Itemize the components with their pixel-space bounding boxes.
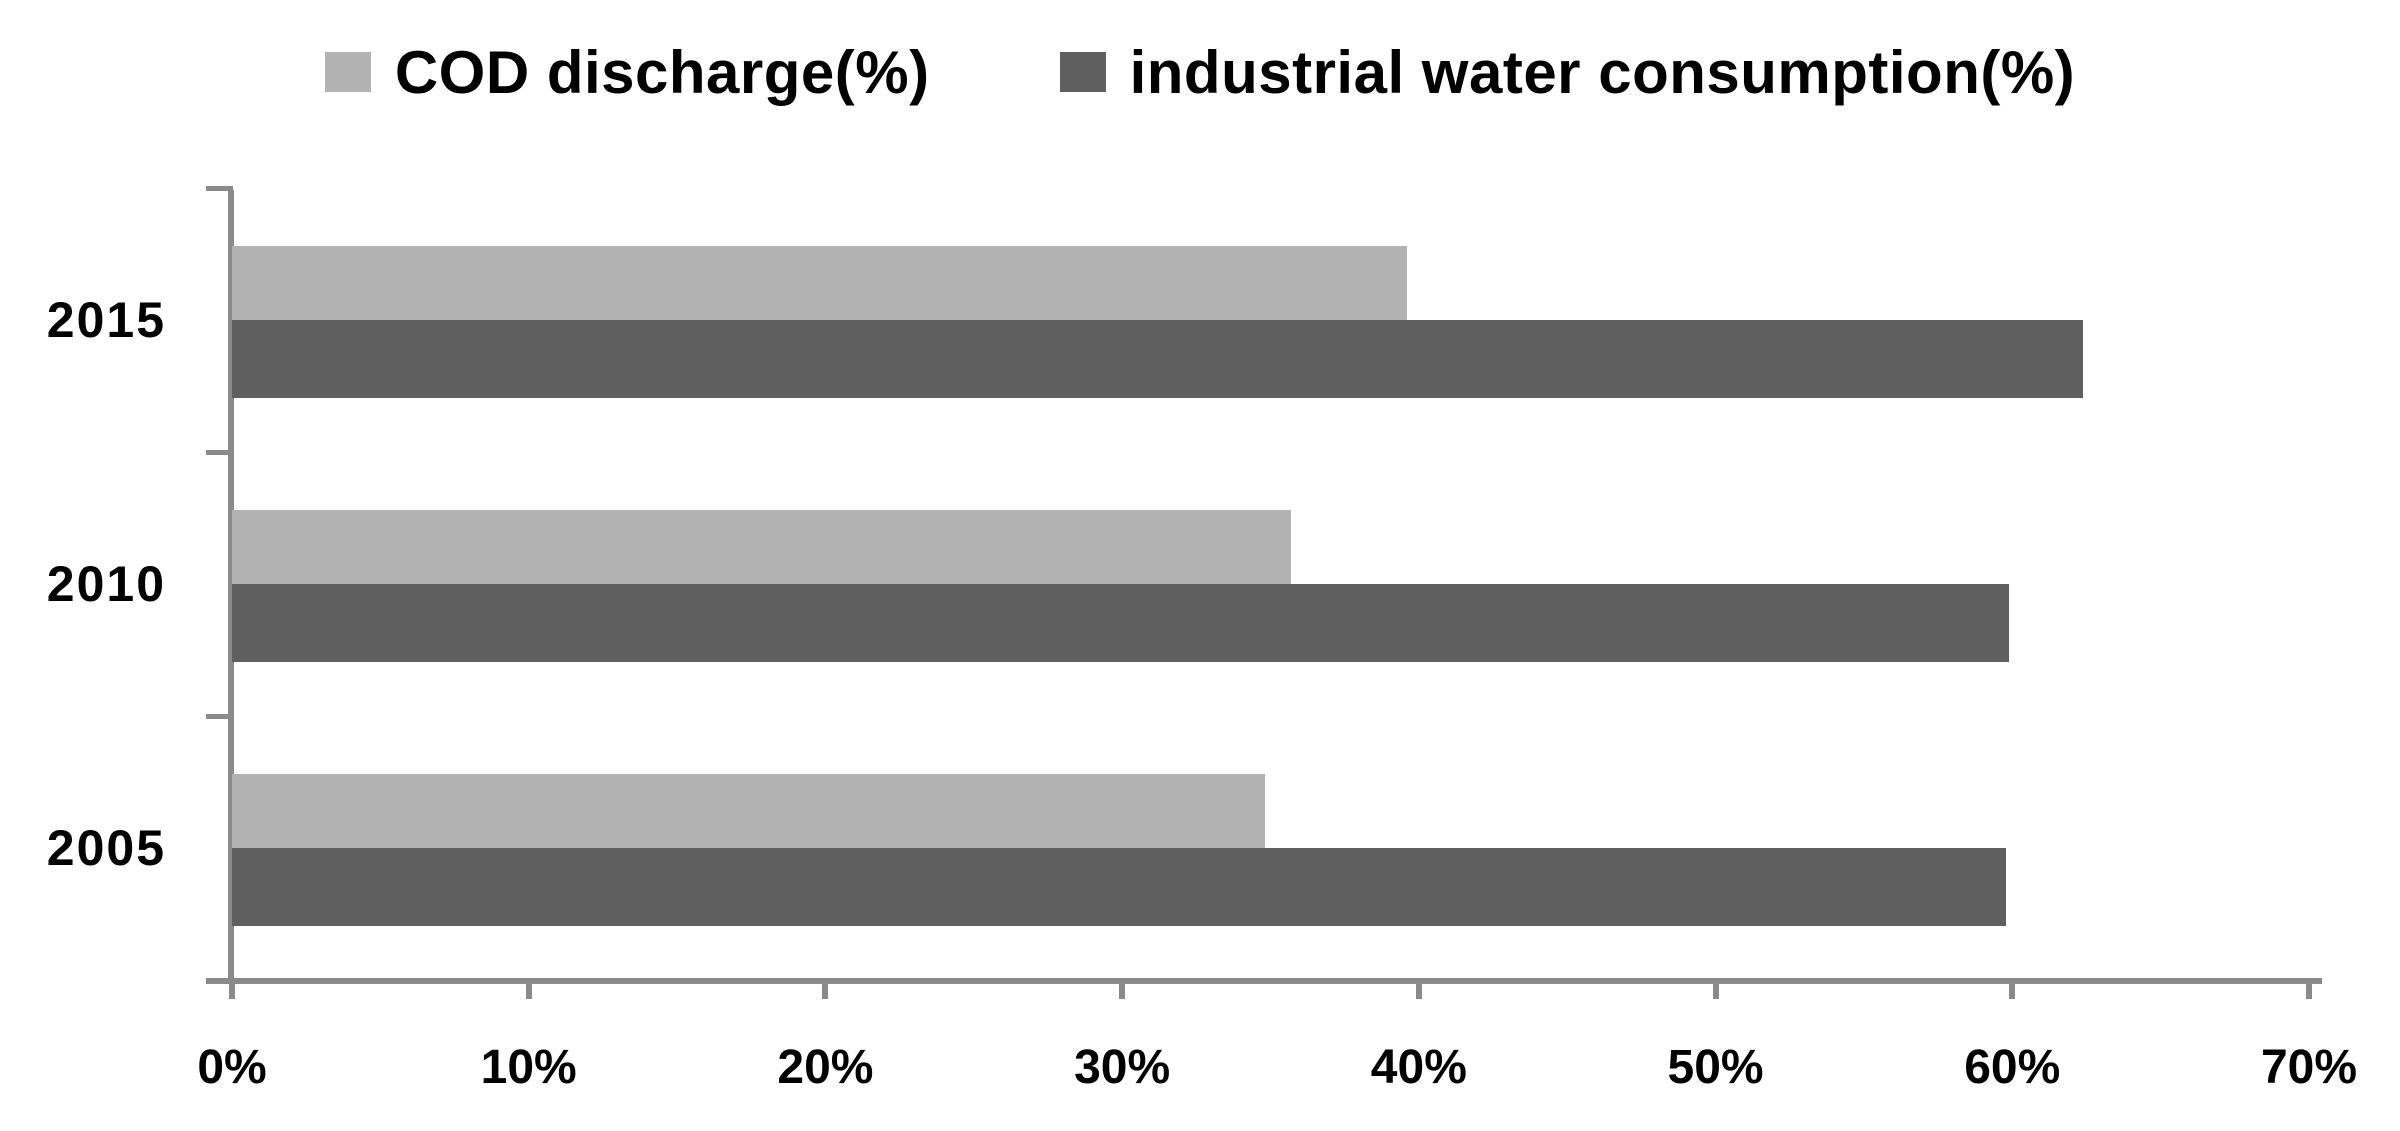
legend: COD discharge(%) industrial water consum…: [0, 26, 2400, 118]
x-axis-tick-label: 20%: [777, 1041, 874, 1094]
bar-industrial-2015: [232, 320, 2083, 398]
y-axis-category-label: 2005: [46, 820, 166, 876]
legend-item-industrial: industrial water consumption(%): [1059, 38, 2076, 107]
y-axis-line: [228, 190, 234, 984]
bar-cod-2015: [232, 246, 1407, 320]
x-axis-tick: [1712, 984, 1719, 999]
x-axis-tick: [2009, 984, 2016, 999]
y-axis-tick: [206, 714, 233, 719]
bar-cod-2005: [232, 774, 1265, 848]
x-axis-line: [206, 978, 2322, 984]
x-axis-tick-label: 0%: [197, 1041, 267, 1094]
legend-item-cod: COD discharge(%): [324, 38, 930, 107]
x-axis-tick-label: 40%: [1370, 1041, 1467, 1094]
x-axis-tick: [822, 984, 829, 999]
x-axis-tick: [1415, 984, 1422, 999]
y-axis-tick: [206, 450, 233, 455]
bar-cod-2010: [232, 510, 1291, 584]
x-axis-tick-label: 10%: [480, 1041, 577, 1094]
bar-industrial-2010: [232, 584, 2009, 662]
x-axis-tick: [2306, 984, 2312, 999]
cod-legend-swatch-icon: [324, 52, 371, 92]
industrial-legend-swatch-icon: [1059, 52, 1106, 92]
x-axis-tick: [1119, 984, 1126, 999]
industrial-legend-label: industrial water consumption(%): [1129, 38, 2076, 106]
x-axis-tick: [229, 984, 235, 999]
cod-legend-label: COD discharge(%): [394, 38, 930, 106]
y-axis-category-label: 2015: [46, 292, 166, 348]
x-axis-tick-label: 60%: [1964, 1041, 2061, 1094]
x-axis-tick-label: 50%: [1667, 1041, 1764, 1094]
y-axis-tick: [206, 186, 233, 191]
x-axis-tick-label: 70%: [2260, 1041, 2358, 1094]
y-axis-category-label: 2010: [46, 556, 166, 612]
bar-industrial-2005: [232, 848, 2006, 926]
x-axis-tick-label: 30%: [1074, 1041, 1171, 1094]
x-axis-tick: [525, 984, 532, 999]
